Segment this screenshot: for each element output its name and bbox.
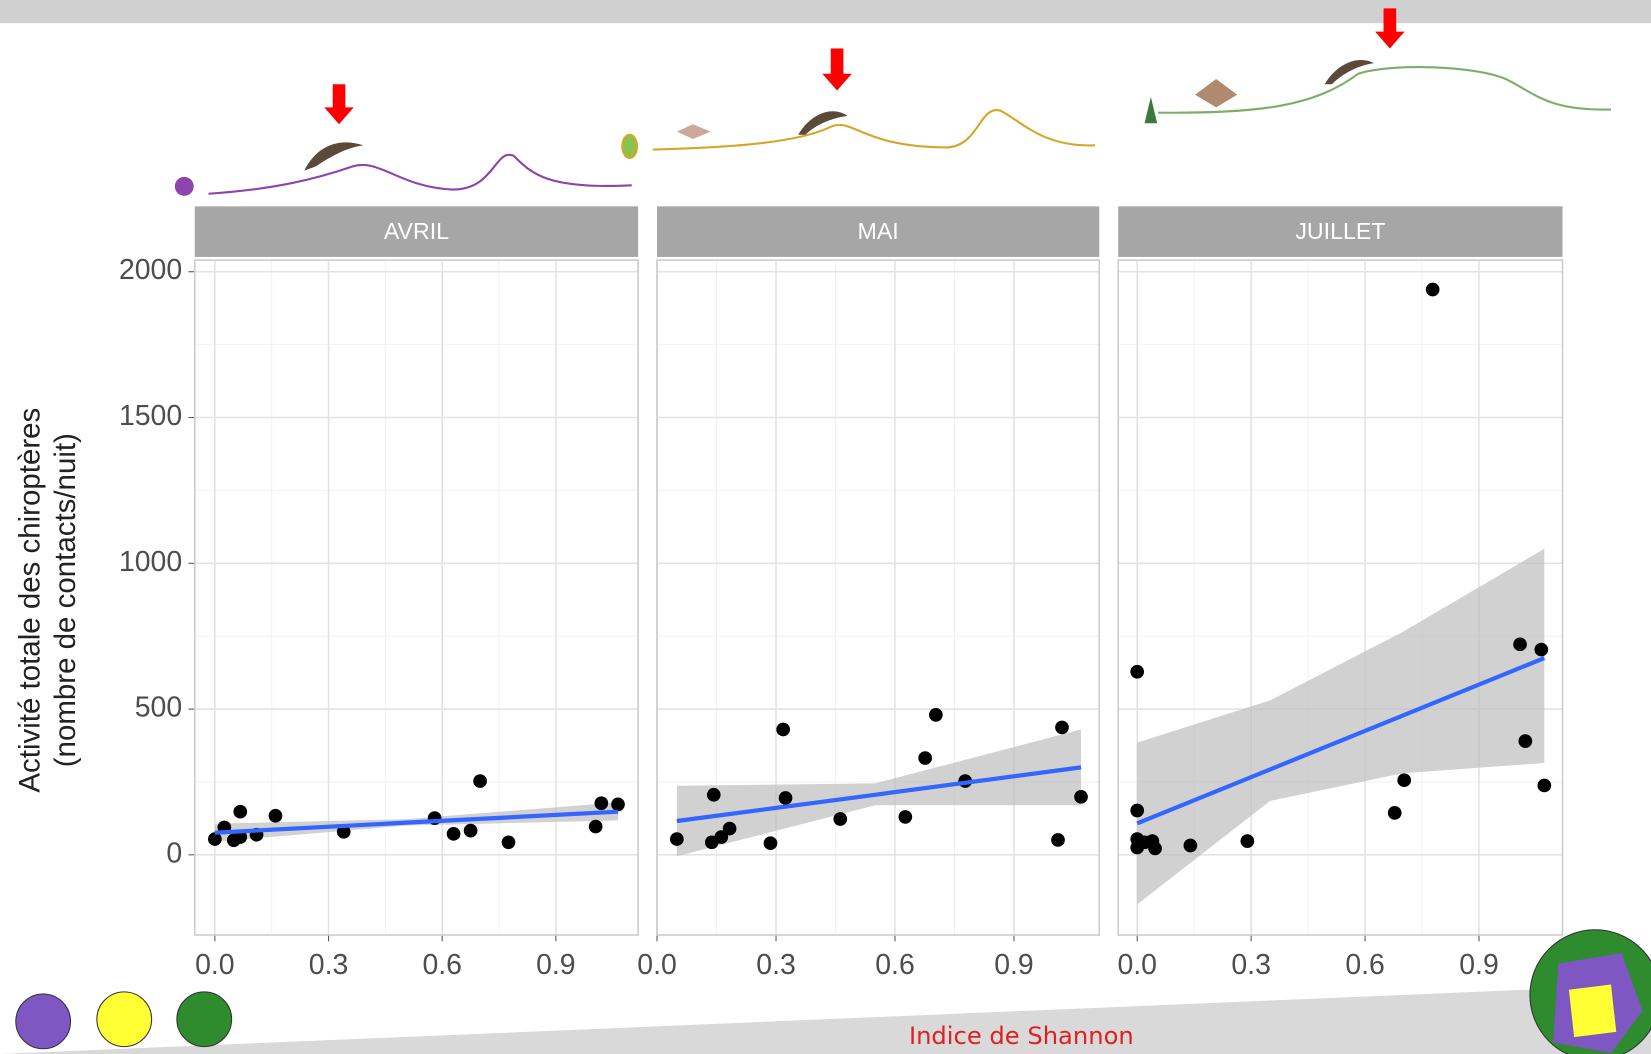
y-tick-label: 0	[166, 837, 182, 869]
x-tick-label: 0.3	[1231, 949, 1271, 981]
y-tick-label: 1500	[119, 400, 182, 432]
point	[233, 805, 247, 819]
point	[1130, 665, 1144, 679]
x-tick-label: 0.0	[1117, 949, 1157, 981]
point	[779, 791, 793, 805]
point	[1388, 806, 1402, 820]
point	[1055, 721, 1069, 735]
point	[1074, 790, 1088, 804]
x-tick-label: 0.9	[994, 949, 1034, 981]
point	[502, 835, 516, 849]
x-tick-label: 0.9	[536, 949, 576, 981]
point	[447, 827, 461, 841]
top-bar	[0, 0, 1651, 23]
point	[723, 822, 737, 836]
point	[1148, 842, 1162, 856]
point	[929, 708, 943, 722]
point	[611, 798, 625, 812]
point	[464, 824, 478, 838]
x-tick-label: 0.3	[309, 949, 348, 981]
plots: AVRIL 0 500 1000 1500 2000 0.0 0.3 0.6 0.9 Activit…	[13, 206, 1562, 1050]
y-tick-label: 1000	[119, 546, 182, 578]
x-tick-label: 0.6	[422, 949, 462, 981]
point	[833, 812, 847, 826]
point	[1537, 779, 1551, 793]
strip-label: AVRIL	[384, 218, 449, 244]
x-tick-label: 0.6	[1345, 949, 1385, 981]
illustrations	[175, 60, 1611, 196]
x-tick-label: 0.6	[875, 949, 915, 981]
point	[1426, 283, 1440, 297]
point	[1534, 643, 1548, 657]
strip-label: JUILLET	[1295, 218, 1385, 244]
point	[1397, 773, 1411, 787]
y-tick-label: 2000	[119, 254, 182, 286]
point	[269, 809, 283, 823]
point	[589, 820, 603, 834]
point	[1051, 833, 1065, 847]
point	[776, 723, 790, 737]
strip-label: MAI	[858, 218, 899, 244]
x-axis-title: Indice de Shannon	[909, 1022, 1134, 1050]
point	[707, 788, 721, 802]
bottom-wedge	[0, 984, 1651, 1053]
point	[473, 774, 487, 788]
y-axis-title: Activité totale des chiroptères	[13, 408, 46, 793]
point	[670, 832, 684, 846]
point	[918, 751, 932, 765]
x-tick-label: 0.0	[195, 949, 235, 981]
x-tick-label: 0.3	[756, 949, 796, 981]
slide: AVRIL 0 500 1000 1500 2000 0.0 0.3 0.6 0.9 Activit…	[0, 0, 1651, 1054]
point	[764, 836, 778, 850]
point	[1184, 839, 1198, 853]
arrows	[324, 8, 1404, 124]
point	[594, 796, 608, 810]
x-tick-label: 0.9	[1459, 949, 1499, 981]
x-tick-label: 0.0	[637, 949, 677, 981]
point	[1518, 734, 1532, 748]
point	[1513, 637, 1527, 651]
point	[1130, 804, 1144, 818]
point	[898, 810, 912, 824]
y-axis-title: (nombre de contacts/nuit)	[49, 433, 82, 767]
point	[1240, 834, 1254, 848]
y-tick-label: 500	[135, 692, 182, 724]
